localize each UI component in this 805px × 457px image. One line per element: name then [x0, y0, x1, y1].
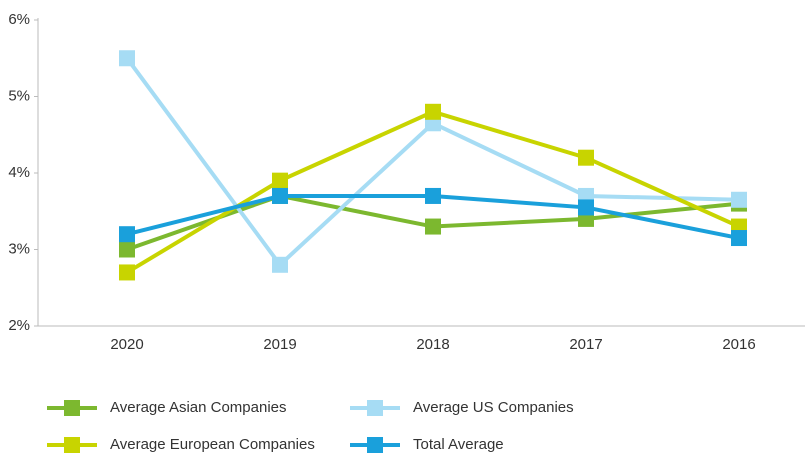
legend-swatch: [64, 400, 80, 416]
point: [425, 103, 441, 120]
point: [272, 187, 288, 204]
y-tick-label: 2%: [8, 317, 30, 334]
legend-swatch: [367, 400, 383, 416]
x-tick-label: 2020: [110, 336, 143, 353]
point: [425, 218, 441, 235]
legend-label: Average US Companies: [413, 399, 574, 416]
point: [425, 187, 441, 204]
y-tick-label: 5%: [8, 87, 30, 104]
point: [119, 226, 135, 243]
point: [578, 149, 594, 166]
legend-label: Average Asian Companies: [110, 399, 287, 416]
point: [119, 50, 135, 67]
x-tick-label: 2016: [722, 336, 755, 353]
x-tick-label: 2018: [416, 336, 449, 353]
point: [578, 199, 594, 216]
x-tick-label: 2019: [263, 336, 296, 353]
legend-swatch: [64, 437, 80, 453]
y-tick-label: 3%: [8, 240, 30, 257]
point: [731, 191, 747, 208]
y-tick-label: 6%: [8, 11, 30, 28]
point: [119, 264, 135, 281]
legend-label: Average European Companies: [110, 436, 315, 453]
legend-label: Total Average: [413, 436, 504, 453]
point: [272, 256, 288, 273]
point: [119, 241, 135, 258]
legend-swatch: [367, 437, 383, 453]
x-tick-label: 2017: [569, 336, 602, 353]
point: [731, 230, 747, 247]
y-tick-label: 4%: [8, 164, 30, 181]
point: [272, 172, 288, 189]
